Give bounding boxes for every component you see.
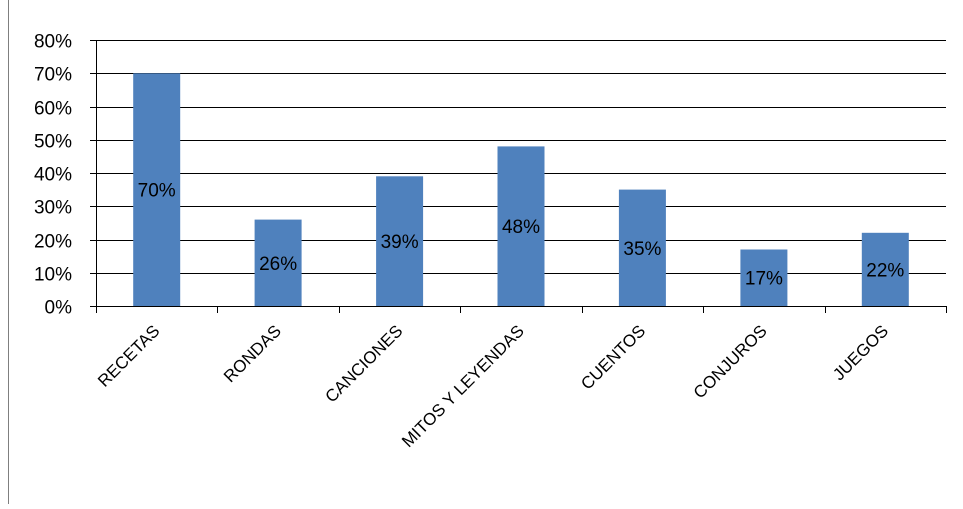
data-label: 48% [502,217,540,238]
data-label: 26% [259,254,297,275]
x-tick-label: CANCIONES [322,321,407,406]
y-tick-label: 50% [34,132,72,153]
data-label: 70% [138,181,176,202]
y-tick-label: 0% [45,298,73,319]
y-tick-label: 70% [34,65,72,86]
x-tick-label: JUEGOS [829,321,892,384]
data-label: 35% [623,239,661,260]
y-tick-label: 10% [34,265,72,286]
y-tick-label: 80% [34,32,72,53]
axes [90,40,947,313]
y-tick-labels: 0% 10% 20% 30% 40% 50% 60% 70% 80% [34,32,72,319]
bars [133,73,909,307]
x-tick-label: CUENTOS [577,321,649,393]
bar [133,73,181,307]
y-tick-label: 20% [34,232,72,253]
bar [740,249,788,306]
bar [497,146,545,306]
bar [376,176,424,306]
y-tick-label: 60% [34,99,72,120]
y-tick-label: 30% [34,198,72,219]
data-label: 17% [745,269,783,290]
bar [618,189,666,306]
y-tick-label: 40% [34,165,72,186]
x-tick-label: RONDAS [220,321,285,386]
data-label: 39% [381,232,419,253]
x-tick-label: CONJUROS [690,321,771,402]
bar [861,232,909,306]
x-tick-label: RECETAS [94,321,163,390]
data-labels: 70% 26% 39% 48% 35% 17% 22% [138,181,905,290]
bar [254,219,302,306]
data-label: 22% [866,260,904,281]
x-tick-label: MITOS Y LEYENDAS [398,321,528,451]
